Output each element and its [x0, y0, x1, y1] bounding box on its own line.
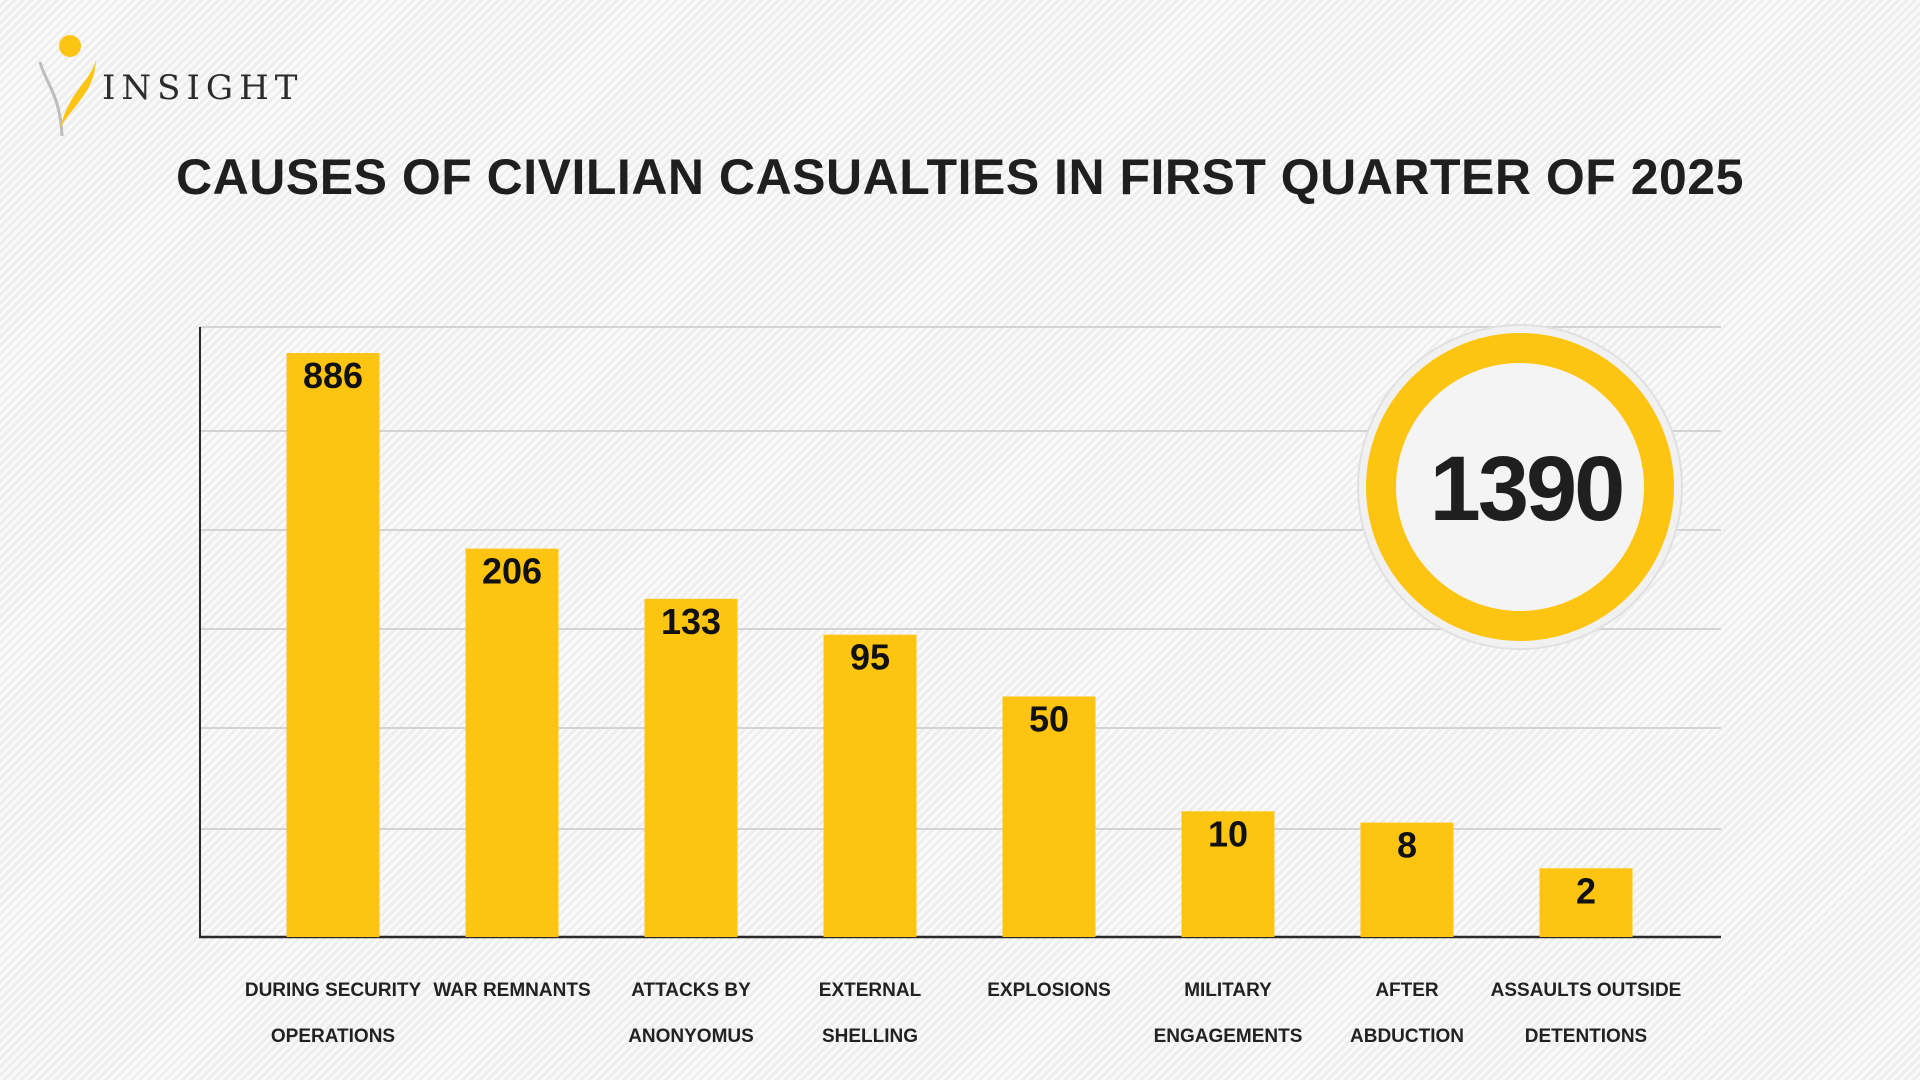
bar-value-label: 206 — [482, 551, 542, 592]
bar — [1360, 822, 1454, 937]
category-label: WAR REMNANTS — [412, 968, 612, 1014]
bar — [1181, 811, 1275, 937]
bar-value-label: 8 — [1397, 825, 1417, 866]
bar — [1539, 868, 1633, 937]
bar — [465, 548, 559, 937]
total-badge: 1390 — [1357, 324, 1683, 650]
bar-value-labels: 886 206 133 95 50 10 8 2 — [303, 355, 1596, 911]
category-label-line: ANONYOMUS — [628, 1026, 754, 1047]
insight-logo: INSIGHT — [36, 32, 297, 140]
category-label-line: MILITARY — [1184, 980, 1272, 1001]
category-label: ASSAULTS OUTSIDE DETENTIONS — [1486, 968, 1686, 1060]
bar — [286, 353, 380, 937]
category-label-line: WAR REMNANTS — [433, 980, 591, 1001]
person-logo-icon — [38, 35, 96, 137]
bars — [286, 353, 1633, 937]
category-label-line: ATTACKS BY — [631, 980, 751, 1001]
bar-value-label: 10 — [1208, 813, 1248, 854]
category-label: MILITARY ENGAGEMENTS — [1128, 968, 1328, 1060]
bar — [644, 598, 738, 937]
category-label-line: ABDUCTION — [1350, 1026, 1464, 1047]
bar-value-label: 2 — [1576, 870, 1596, 911]
total-value: 1390 — [1430, 438, 1623, 540]
logo-text: INSIGHT — [102, 68, 304, 108]
category-label: AFTER ABDUCTION — [1307, 968, 1507, 1060]
category-label: EXTERNAL SHELLING — [770, 968, 970, 1060]
bar — [1002, 696, 1096, 937]
chart-title: CAUSES OF CIVILIAN CASUALTIES IN FIRST Q… — [176, 149, 1744, 205]
category-label: ATTACKS BY ANONYOMUS — [591, 968, 791, 1060]
bar-value-label: 886 — [303, 355, 363, 396]
category-label-line: OPERATIONS — [270, 1026, 396, 1047]
bar-value-label: 133 — [661, 601, 721, 642]
category-label-line: EXTERNAL — [818, 980, 922, 1001]
bar — [823, 634, 917, 937]
category-label-line: DETENTIONS — [1524, 1026, 1648, 1047]
category-label-line: ENGAGEMENTS — [1153, 1026, 1303, 1047]
category-label-line: EXPLOSIONS — [987, 980, 1111, 1001]
category-label-line: AFTER — [1375, 980, 1439, 1001]
category-label-line: ASSAULTS OUTSIDE — [1490, 980, 1682, 1001]
bar-value-label: 50 — [1029, 698, 1069, 739]
category-label: EXPLOSIONS — [949, 968, 1149, 1014]
category-label: DURING SECURITY OPERATIONS — [233, 968, 433, 1060]
category-label-line: SHELLING — [821, 1026, 919, 1047]
total-badge-ring — [1366, 333, 1674, 641]
bar-value-label: 95 — [850, 637, 890, 678]
category-label-line: DURING SECURITY — [244, 980, 422, 1001]
